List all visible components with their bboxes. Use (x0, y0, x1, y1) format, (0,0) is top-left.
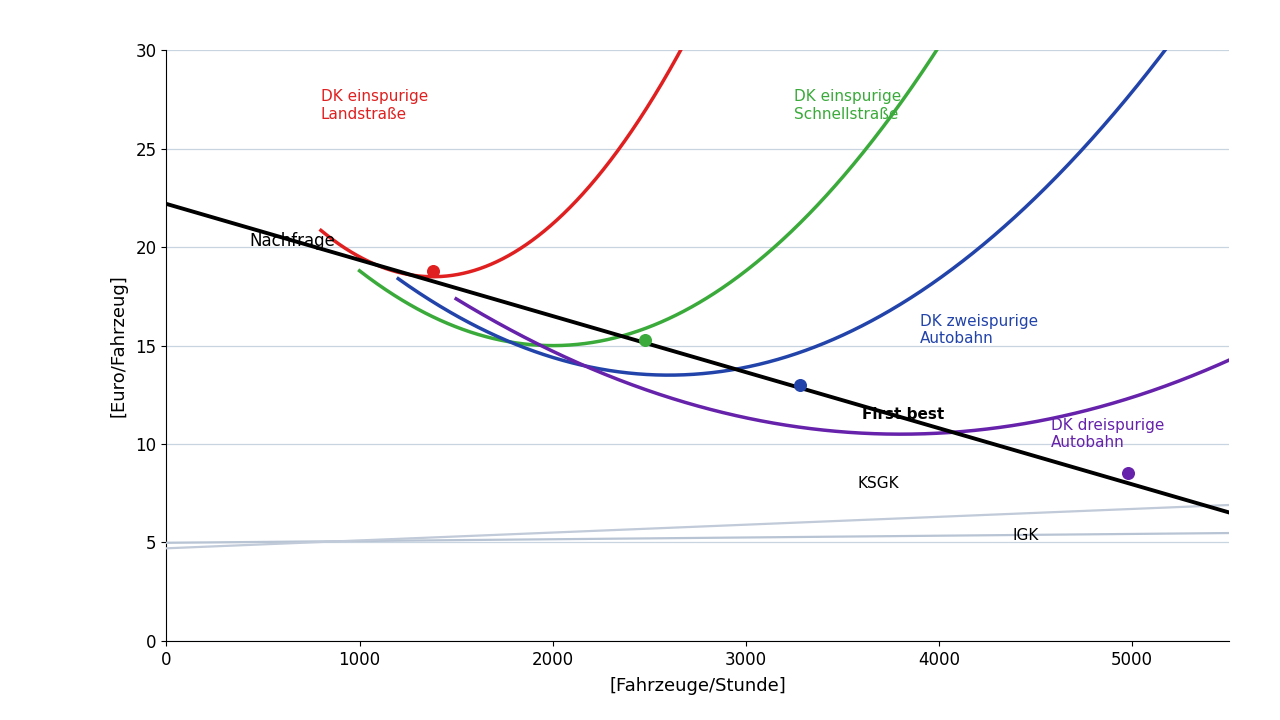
Text: Nachfrage: Nachfrage (250, 233, 335, 251)
Y-axis label: [Euro/Fahrzeug]: [Euro/Fahrzeug] (109, 274, 127, 417)
X-axis label: [Fahrzeuge/Stunde]: [Fahrzeuge/Stunde] (609, 677, 786, 695)
Point (1119, 467, 1139, 478)
Point (790, 379, 810, 391)
Text: DK einspurige
Landstraße: DK einspurige Landstraße (321, 89, 429, 122)
Text: KSGK: KSGK (858, 476, 900, 491)
Text: DK dreispurige
Autobahn: DK dreispurige Autobahn (1051, 418, 1165, 451)
Text: IGK: IGK (1012, 528, 1039, 543)
Point (635, 334, 655, 346)
Point (422, 265, 443, 276)
Text: DK zweispurige
Autobahn: DK zweispurige Autobahn (920, 314, 1038, 346)
Text: First best: First best (861, 407, 945, 422)
Text: DK einspurige
Schnellstraße: DK einspurige Schnellstraße (794, 89, 901, 122)
